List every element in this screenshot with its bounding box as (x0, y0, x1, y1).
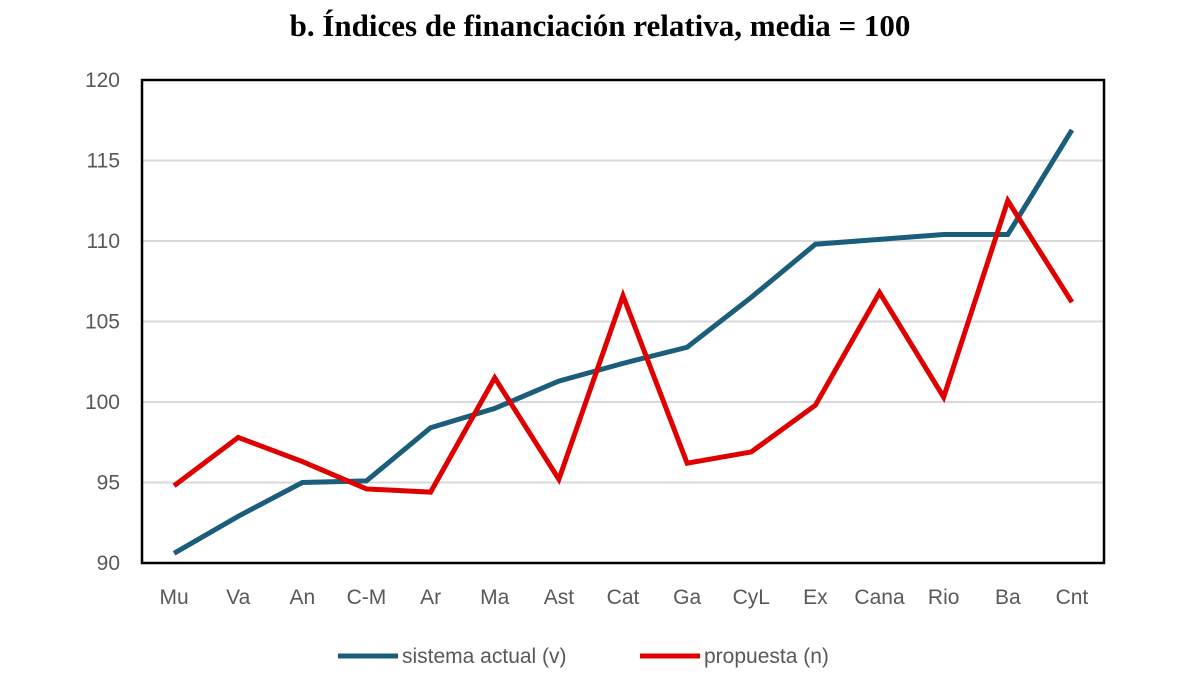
x-tick-label: C-M (347, 586, 387, 609)
x-tick-label: Ex (803, 586, 828, 609)
x-tick-label: Ast (544, 586, 575, 609)
x-tick-label: An (289, 586, 315, 609)
y-tick-label: 120 (85, 69, 120, 92)
plot-area-border (140, 78, 1106, 565)
legend-label: sistema actual (v) (402, 645, 567, 668)
x-tick-label: Ga (673, 586, 701, 609)
x-tick-label: Ba (995, 586, 1021, 609)
x-tick-label: Ar (420, 586, 441, 609)
y-tick-label: 100 (85, 391, 120, 414)
x-tick-label: Cnt (1056, 586, 1089, 609)
y-tick-label: 115 (87, 150, 120, 173)
chart-title: b. Índices de financiación relativa, med… (289, 8, 911, 43)
x-tick-label: Cana (854, 586, 905, 609)
y-tick-label: 105 (85, 311, 120, 334)
x-tick-label: Cat (607, 586, 640, 609)
y-tick-label: 95 (97, 472, 120, 495)
x-tick-label: CyL (733, 586, 770, 609)
y-tick-label: 110 (87, 230, 120, 253)
x-tick-label: Ma (480, 586, 509, 609)
x-tick-label: Rio (928, 586, 960, 609)
y-tick-label: 90 (97, 552, 120, 575)
series-line-propuesta (172, 194, 1075, 495)
legend-label: propuesta (n) (704, 645, 829, 668)
x-tick-label: Mu (159, 586, 188, 609)
series-line-sistema-actual (172, 128, 1075, 556)
x-tick-label: Va (226, 586, 250, 609)
